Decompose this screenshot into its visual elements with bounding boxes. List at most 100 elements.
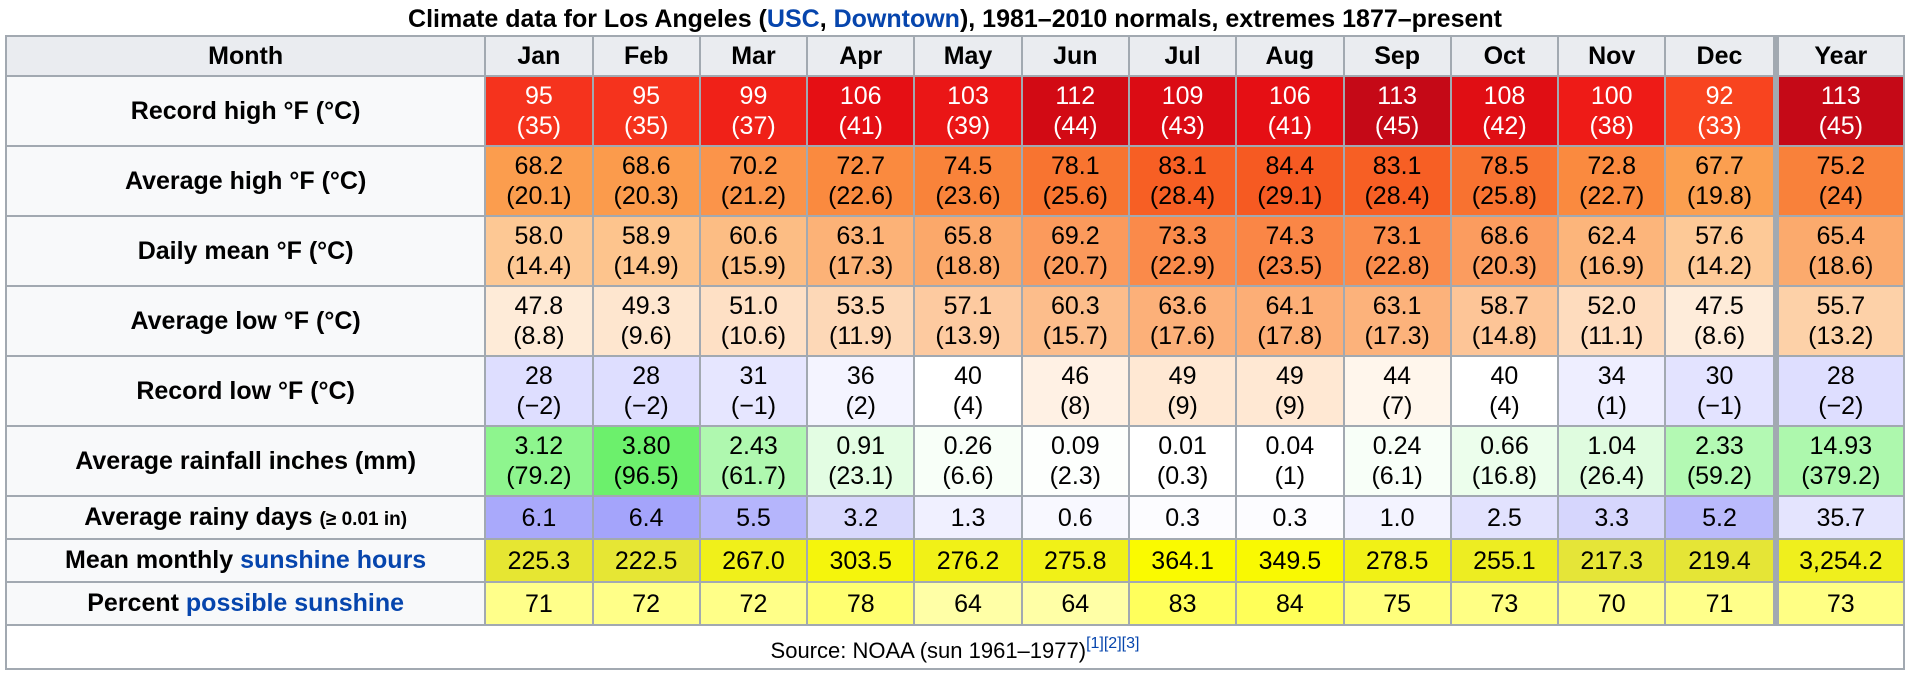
fahrenheit-value: 68.6: [1480, 222, 1529, 250]
celsius-value: (41): [1267, 112, 1313, 140]
celsius-value: (11.9): [829, 322, 893, 350]
fahrenheit-value: 31: [739, 362, 768, 390]
data-cell: 62.4 (16.9): [1557, 215, 1667, 287]
celsius-value: (13.9): [935, 322, 1001, 350]
row-label-avg-low: Average low °F (°C): [4, 285, 487, 357]
celsius-value: (6.6): [942, 462, 994, 490]
data-cell: 30 (−1): [1664, 355, 1777, 427]
fahrenheit-value: 49: [1275, 362, 1304, 390]
data-cell: 0.91 (23.1): [806, 425, 916, 497]
celsius-value: (14.9): [613, 252, 679, 280]
fahrenheit-value: 34: [1597, 362, 1626, 390]
data-cell: 52.0 (11.1): [1557, 285, 1667, 357]
reference-link-1[interactable]: [1]: [1086, 634, 1104, 652]
data-cell: 6.4: [591, 495, 701, 540]
data-cell: 99 (37): [698, 75, 809, 147]
data-cell: 225.3: [484, 538, 594, 583]
celsius-value: (25.6): [1042, 182, 1108, 210]
data-cell: 47.5 (8.6): [1664, 285, 1777, 357]
data-cell: 71: [1664, 581, 1777, 626]
fahrenheit-value: 69.2: [1050, 222, 1100, 250]
month-header-feb: Feb: [591, 35, 701, 77]
data-cell: 217.3: [1557, 538, 1667, 583]
possible-sunshine-link[interactable]: possible sunshine: [185, 589, 405, 617]
row-label-record-high: Record high °F (°C): [4, 75, 487, 147]
row-label-avg-rainfall: Average rainfall inches (mm): [4, 425, 487, 497]
celsius-value: (−2): [1818, 392, 1864, 420]
data-cell: 63.1 (17.3): [1342, 285, 1452, 357]
data-cell: 3.12 (79.2): [484, 425, 594, 497]
data-cell: 47.8 (8.8): [484, 285, 594, 357]
fahrenheit-value: 67.7: [1695, 152, 1744, 180]
fahrenheit-value: 49: [1168, 362, 1197, 390]
celsius-value: (44): [1053, 112, 1098, 140]
row-label-daily-mean: Daily mean °F (°C): [4, 215, 487, 287]
data-cell: 67.7 (19.8): [1664, 145, 1777, 217]
data-cell: 276.2: [913, 538, 1023, 583]
celsius-value: (13.2): [1808, 322, 1874, 350]
data-cell: 70.2 (21.2): [698, 145, 809, 217]
celsius-value: (96.5): [613, 462, 679, 490]
data-cell: 84: [1235, 581, 1345, 626]
data-cell: 83.1 (28.4): [1342, 145, 1452, 217]
fahrenheit-value: 51.0: [729, 292, 778, 320]
data-cell: 51.0 (10.6): [698, 285, 809, 357]
fahrenheit-value: 113: [1377, 82, 1418, 110]
fahrenheit-value: 68.6: [621, 152, 671, 180]
celsius-value: (59.2): [1686, 462, 1753, 490]
celsius-value: (4): [952, 392, 984, 420]
celsius-value: (29.1): [1257, 182, 1323, 210]
data-cell: 64: [913, 581, 1023, 626]
reference-link-3[interactable]: [3]: [1121, 634, 1140, 652]
month-header-mar: Mar: [698, 35, 809, 77]
month-header-apr: Apr: [806, 35, 916, 77]
fahrenheit-value: 75.2: [1816, 152, 1866, 180]
data-cell: 303.5: [806, 538, 916, 583]
sunshine-hours-link[interactable]: sunshine hours: [240, 546, 427, 574]
celsius-value: (79.2): [506, 462, 572, 490]
data-cell: 5.5: [698, 495, 809, 540]
data-cell: 73.3 (22.9): [1127, 215, 1238, 287]
data-cell: 0.66 (16.8): [1449, 425, 1560, 497]
table-caption: Climate data for Los Angeles (USC, Downt…: [0, 0, 1910, 36]
celsius-value: (35): [516, 112, 562, 140]
data-cell: 34 (1): [1557, 355, 1667, 427]
data-cell: 0.6: [1020, 495, 1130, 540]
data-cell: 1.3: [913, 495, 1023, 540]
rainy-days-threshold: (≥ 0.01 in): [319, 509, 408, 530]
data-cell: 267.0: [698, 538, 809, 583]
row-label-avg-high: Average high °F (°C): [4, 145, 487, 217]
fahrenheit-value: 30: [1705, 362, 1734, 390]
reference-link-2[interactable]: [2]: [1103, 634, 1122, 652]
data-cell: 3.80 (96.5): [591, 425, 701, 497]
data-cell: 0.3: [1235, 495, 1345, 540]
downtown-link[interactable]: Downtown: [833, 5, 960, 33]
fahrenheit-value: 73.1: [1372, 222, 1422, 250]
data-cell: 2.33 (59.2): [1664, 425, 1777, 497]
fahrenheit-value: 14.93: [1809, 432, 1873, 460]
data-cell: 78.1 (25.6): [1020, 145, 1130, 217]
source-references: [1][2][3]: [1086, 635, 1139, 652]
celsius-value: (39): [945, 112, 991, 140]
celsius-value: (21.2): [720, 182, 787, 210]
data-cell: 49.3 (9.6): [591, 285, 701, 357]
data-cell: 83: [1127, 581, 1238, 626]
celsius-value: (10.6): [720, 322, 787, 350]
data-cell: 40 (4): [913, 355, 1023, 427]
data-cell: 74.5 (23.6): [913, 145, 1023, 217]
data-cell: 72.7 (22.6): [806, 145, 916, 217]
data-cell: 65.8 (18.8): [913, 215, 1023, 287]
fahrenheit-value: 0.24: [1372, 432, 1422, 460]
sunshine-percent-label-prefix: Percent: [87, 589, 186, 617]
data-cell: 1.04 (26.4): [1557, 425, 1667, 497]
celsius-value: (−2): [516, 392, 562, 420]
data-cell: 70: [1557, 581, 1667, 626]
row-avg-rainfall: Average rainfall inches (mm) 3.12 (79.2) 3.…: [4, 425, 1906, 497]
data-cell: 83.1 (28.4): [1127, 145, 1238, 217]
data-cell: 40 (4): [1449, 355, 1560, 427]
celsius-value: (15.7): [1042, 322, 1108, 350]
fahrenheit-value: 55.7: [1816, 292, 1866, 320]
data-cell: 3.2: [806, 495, 916, 540]
data-cell: 106 (41): [1235, 75, 1345, 147]
usc-link[interactable]: USC: [766, 5, 820, 33]
